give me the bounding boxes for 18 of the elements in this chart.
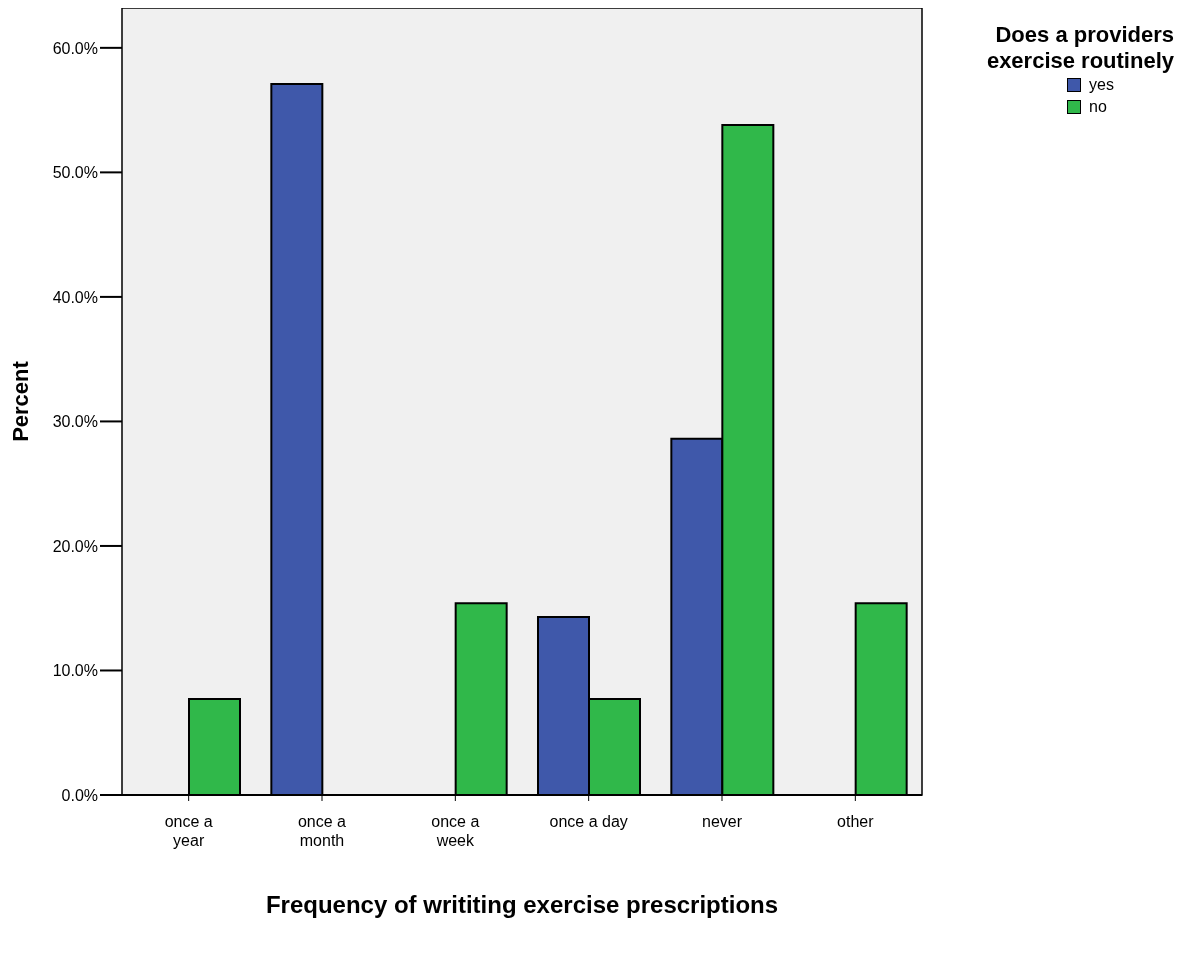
y-tick-label: 20.0% — [52, 537, 98, 555]
x-tick-label: other — [837, 813, 875, 830]
x-tick-label: never — [701, 813, 743, 830]
y-tick-label: 10.0% — [52, 662, 98, 680]
x-tick-label: once a day — [549, 813, 628, 830]
x-tick-label: once a month — [297, 813, 347, 849]
x-axis-title: Frequency of writiting exercise prescriptions — [265, 891, 779, 918]
y-tick-label: 30.0% — [52, 413, 98, 431]
x-tick-label: once a year — [164, 813, 213, 849]
y-tick-label: 40.0% — [52, 288, 98, 306]
y-tick-label: 60.0% — [52, 39, 98, 57]
x-tick-label: once a week — [431, 813, 480, 849]
y-tick-label: 50.0% — [52, 164, 98, 182]
legend-label: yes — [1089, 76, 1114, 94]
legend-title: Does a providers exercise routinely — [985, 22, 1174, 74]
y-tick-label: 0.0% — [61, 786, 98, 804]
legend-label: no — [1089, 98, 1107, 116]
y-axis-title: Percent — [7, 360, 33, 442]
